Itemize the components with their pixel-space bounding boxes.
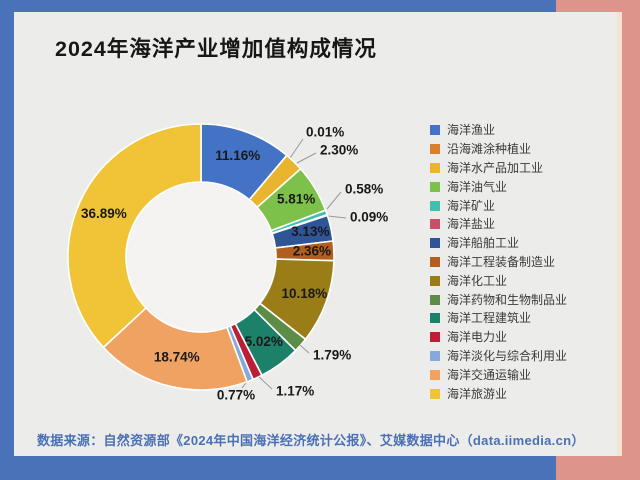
legend-swatch — [430, 332, 440, 343]
page-title: 2024年海洋产业增加值构成情况 — [55, 37, 377, 61]
donut-hole — [126, 182, 276, 332]
legend-item: 海洋电力业 — [430, 328, 615, 347]
leader-line — [289, 138, 304, 159]
leader-line — [299, 344, 310, 354]
legend-item: 海洋油气业 — [430, 177, 615, 196]
legend-swatch — [430, 369, 440, 380]
frame-left-bar — [0, 0, 14, 480]
legend-label: 海洋油气业 — [447, 179, 508, 194]
slice-label: 11.16% — [215, 148, 260, 163]
legend-swatch — [430, 256, 440, 267]
legend-swatch — [430, 144, 440, 155]
frame-bottom-right-bar — [556, 456, 640, 480]
legend-item: 海洋渔业 — [430, 121, 615, 140]
leader-line — [296, 152, 317, 164]
legend-swatch — [430, 125, 440, 136]
legend-label: 海洋工程装备制造业 — [447, 254, 556, 269]
frame-bottom-bar — [0, 456, 556, 480]
legend-swatch — [430, 275, 440, 286]
legend-item: 海洋旅游业 — [430, 384, 615, 403]
legend-swatch — [430, 238, 440, 249]
pie-slice — [67, 123, 202, 349]
chart-legend: 海洋渔业 沿海滩涂种植业 海洋水产品加工业 海洋油气业 海洋矿业 海洋盐业 海洋船舶工业 海洋… — [430, 121, 615, 403]
legend-item: 海洋工程建筑业 — [430, 309, 615, 328]
legend-label: 海洋渔业 — [447, 123, 496, 138]
legend-item: 海洋药物和生物制品业 — [430, 290, 615, 309]
slice-label: 0.58% — [345, 182, 383, 197]
source-note: 数据来源：自然资源部《2024年中国海洋经济统计公报》、艾媒数据中心（data.… — [37, 433, 585, 448]
legend-item: 海洋盐业 — [430, 215, 615, 234]
legend-item: 海洋矿业 — [430, 196, 615, 215]
legend-item: 海洋工程装备制造业 — [430, 253, 615, 272]
legend-item: 海洋交通运输业 — [430, 365, 615, 384]
legend-swatch — [430, 350, 440, 361]
slice-label: 0.01% — [306, 125, 344, 140]
legend-swatch — [430, 313, 440, 324]
leader-line — [326, 191, 342, 210]
leader-line — [327, 215, 347, 219]
slice-label: 36.89% — [81, 206, 127, 221]
legend-label: 海洋药物和生物制品业 — [447, 292, 568, 307]
legend-label: 海洋化工业 — [447, 273, 508, 288]
legend-item: 海洋水产品加工业 — [430, 159, 615, 178]
legend-item: 海洋化工业 — [430, 271, 615, 290]
legend-label: 海洋矿业 — [447, 198, 496, 213]
legend-label: 海洋交通运输业 — [447, 367, 532, 382]
slice-label: 18.74% — [154, 350, 200, 365]
legend-label: 海洋工程建筑业 — [447, 311, 532, 326]
legend-swatch — [430, 219, 440, 230]
legend-swatch — [430, 294, 440, 305]
legend-label: 海洋淡化与综合利用业 — [447, 348, 568, 363]
legend-label: 海洋旅游业 — [447, 386, 508, 401]
leader-line — [241, 378, 250, 389]
slice-label: 0.09% — [350, 210, 388, 225]
slice-label: 1.17% — [276, 384, 314, 399]
legend-label: 海洋船舶工业 — [447, 236, 520, 251]
slice-label: 2.30% — [320, 143, 358, 158]
slice-label: 5.02% — [245, 334, 283, 349]
slice-label: 2.36% — [293, 243, 331, 258]
legend-swatch — [430, 200, 440, 211]
frame-right-bar — [622, 12, 640, 456]
legend-label: 沿海滩涂种植业 — [447, 142, 532, 157]
legend-label: 海洋水产品加工业 — [447, 160, 544, 175]
legend-swatch — [430, 162, 440, 173]
slice-label: 1.79% — [313, 348, 351, 363]
slice-label: 3.13% — [291, 224, 329, 239]
leader-line — [258, 376, 273, 390]
legend-swatch — [430, 388, 440, 399]
legend-item: 海洋船舶工业 — [430, 234, 615, 253]
legend-swatch — [430, 181, 440, 192]
legend-label: 海洋电力业 — [447, 330, 508, 345]
legend-item: 沿海滩涂种植业 — [430, 140, 615, 159]
frame-top-right-bar — [556, 0, 640, 12]
frame-cream-stripe — [617, 12, 622, 456]
legend-item: 海洋淡化与综合利用业 — [430, 347, 615, 366]
slice-label: 10.18% — [282, 286, 328, 301]
frame-top-bar — [0, 0, 556, 12]
slice-label: 0.77% — [217, 388, 255, 403]
slice-label: 5.81% — [277, 191, 315, 206]
legend-label: 海洋盐业 — [447, 217, 496, 232]
